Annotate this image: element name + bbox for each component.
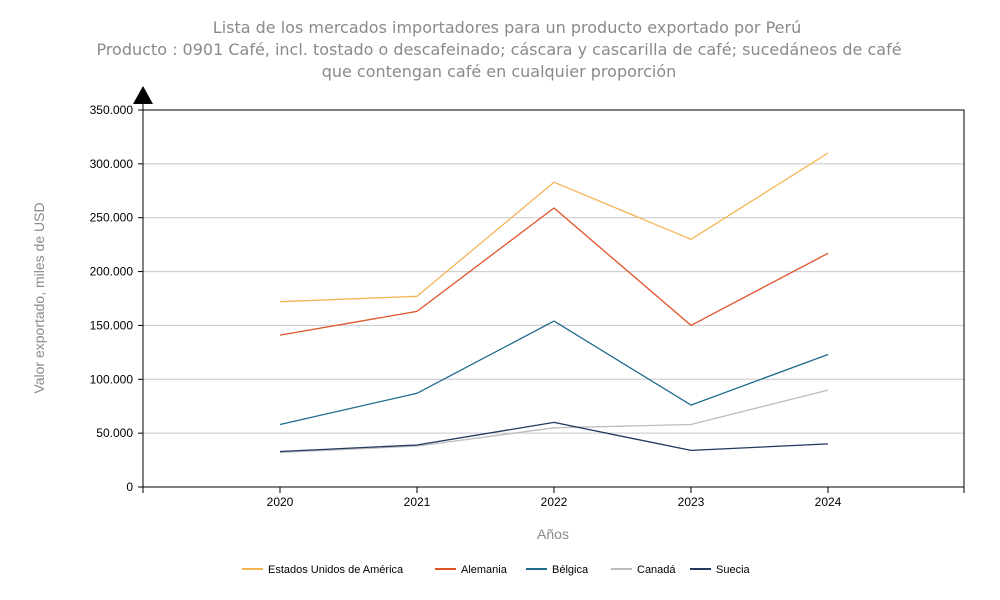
legend-item: Bélgica xyxy=(526,564,589,576)
y-tick-label: 50.000 xyxy=(96,426,133,440)
x-tick-label: 2023 xyxy=(678,495,705,509)
y-axis-arrow-icon xyxy=(133,86,153,104)
series-lines xyxy=(279,152,829,454)
legend-item: Suecia xyxy=(690,564,751,576)
series-line-b-lgica xyxy=(279,320,829,426)
y-tick-label: 0 xyxy=(126,480,133,494)
y-tick-label: 150.000 xyxy=(90,318,134,332)
legend-item: Alemania xyxy=(435,564,508,576)
series-line-alemania xyxy=(279,207,829,336)
x-tick-label: 2020 xyxy=(267,495,294,509)
chart-title-line-2: Producto : 0901 Café, incl. tostado o de… xyxy=(96,40,901,59)
x-axis-title: Años xyxy=(537,526,569,542)
series-line-canad- xyxy=(279,389,829,454)
chart-title-line-1: Lista de los mercados importadores para … xyxy=(213,18,801,37)
chart-title: Lista de los mercados importadores para … xyxy=(96,18,901,81)
legend-label: Canadá xyxy=(637,564,676,576)
y-tick-label: 250.000 xyxy=(90,211,134,225)
x-tick-label: 2021 xyxy=(404,495,431,509)
series-line-estados-unidos-de-am-rica xyxy=(279,152,829,303)
series-line-suecia xyxy=(279,421,829,453)
y-tick-label: 300.000 xyxy=(90,157,134,171)
chart-title-line-3: que contengan café en cualquier proporci… xyxy=(322,62,677,81)
legend-label: Alemania xyxy=(461,564,508,576)
legend-label: Estados Unidos de América xyxy=(268,564,404,576)
y-axis-ticks: 0 50.000 100.000 150.000 200.000 250.000 300.0… xyxy=(90,103,143,494)
y-tick-label: 350.000 xyxy=(90,103,134,117)
legend-label: Suecia xyxy=(716,564,751,576)
y-tick-label: 100.000 xyxy=(90,372,134,386)
x-axis-ticks: 2020 2021 2022 2023 2024 xyxy=(142,487,965,509)
y-axis-title: Valor exportado, miles de USD xyxy=(31,202,47,393)
gridlines xyxy=(143,109,964,434)
x-tick-label: 2024 xyxy=(815,495,842,509)
legend-label: Bélgica xyxy=(552,564,589,576)
plot-area-frame xyxy=(142,109,965,488)
y-tick-label: 200.000 xyxy=(90,265,134,279)
legend-item: Estados Unidos de América xyxy=(242,564,404,576)
legend-item: Canadá xyxy=(611,564,676,576)
legend: Estados Unidos de América Alemania Bélgica… xyxy=(242,564,751,576)
x-tick-label: 2022 xyxy=(541,495,568,509)
